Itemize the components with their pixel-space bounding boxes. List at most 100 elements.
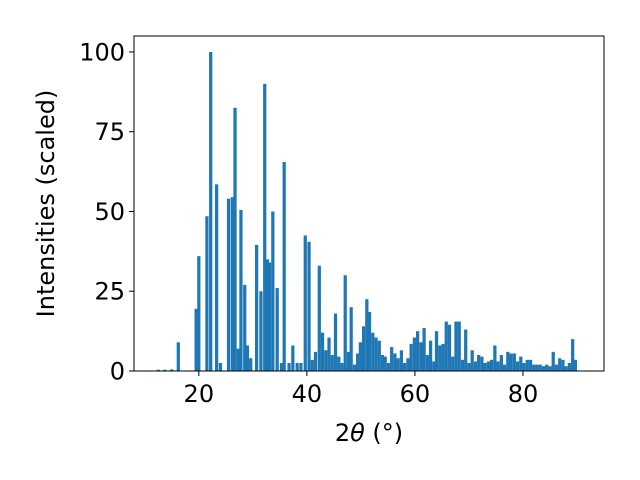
bar-43 <box>343 275 347 371</box>
bar-110 <box>558 358 562 371</box>
bar-85 <box>477 355 481 371</box>
bar-58 <box>390 347 394 371</box>
bar-105 <box>541 366 546 371</box>
bar-111 <box>561 359 565 371</box>
bar-30 <box>299 363 303 371</box>
bar-55 <box>380 355 385 371</box>
bar-44 <box>346 351 351 371</box>
bar-98 <box>519 356 523 371</box>
bar-96 <box>512 353 516 371</box>
x-tick-label-2: 60 <box>400 380 431 408</box>
bar-51 <box>367 311 372 371</box>
bar-80 <box>460 359 465 371</box>
bar-35 <box>317 265 321 371</box>
bar-10 <box>226 198 231 371</box>
bar-33 <box>310 359 314 371</box>
x-axis-label-prefix: 2 <box>335 419 350 447</box>
bar-76 <box>447 324 452 371</box>
bar-29 <box>295 363 299 371</box>
bar-49 <box>361 326 366 371</box>
bar-3 <box>176 342 180 371</box>
bar-74 <box>441 343 445 371</box>
bar-86 <box>480 356 484 371</box>
bar-0 <box>156 369 160 371</box>
bar-62 <box>403 363 407 371</box>
bar-92 <box>499 355 503 371</box>
y-tick-label-2: 50 <box>94 198 125 226</box>
bar-53 <box>374 337 378 371</box>
bar-107 <box>548 366 552 371</box>
bar-114 <box>571 339 575 371</box>
bar-112 <box>564 366 568 371</box>
bar-28 <box>291 345 295 371</box>
bar-41 <box>337 356 341 371</box>
bar-84 <box>473 361 478 371</box>
bar-81 <box>464 329 468 371</box>
bar-83 <box>470 350 474 371</box>
bar-9 <box>218 363 223 371</box>
bar-19 <box>259 291 263 371</box>
bar-13 <box>236 348 240 371</box>
bar-23 <box>271 211 275 371</box>
x-tick-label-0: 20 <box>184 380 215 408</box>
bar-61 <box>399 350 404 371</box>
bar-94 <box>506 351 510 371</box>
bar-82 <box>467 363 471 371</box>
bar-2 <box>170 369 174 371</box>
bar-113 <box>567 363 572 371</box>
bar-64 <box>409 343 413 371</box>
x-axis-label-theta: θ <box>350 419 365 447</box>
bar-72 <box>434 331 439 371</box>
y-tick-label-4: 100 <box>79 38 125 66</box>
bar-47 <box>356 353 360 371</box>
bar-54 <box>377 340 381 371</box>
y-tick-label-0: 0 <box>110 358 125 386</box>
bar-27 <box>287 363 291 371</box>
bar-115 <box>573 359 577 371</box>
y-axis-label: Intensities (scaled) <box>32 90 60 318</box>
bar-39 <box>330 355 334 371</box>
bar-90 <box>493 345 497 371</box>
ticks-layer: 20 40 60 80 0 25 50 75 100 <box>79 38 538 408</box>
bar-99 <box>522 363 526 371</box>
bar-101 <box>528 359 533 371</box>
bar-91 <box>496 361 500 371</box>
bar-42 <box>340 363 344 371</box>
bar-66 <box>416 331 420 371</box>
bar-21 <box>265 259 270 371</box>
bar-52 <box>371 332 375 371</box>
bar-48 <box>358 342 362 371</box>
bar-1 <box>163 369 167 371</box>
bar-37 <box>324 350 328 371</box>
bar-34 <box>313 351 318 371</box>
bar-60 <box>396 358 400 371</box>
bar-102 <box>532 364 536 371</box>
bar-17 <box>249 358 253 371</box>
bar-38 <box>327 337 331 371</box>
bar-46 <box>352 364 357 371</box>
bar-16 <box>245 345 250 371</box>
bar-15 <box>243 284 247 371</box>
bar-69 <box>425 355 429 371</box>
bar-26 <box>282 162 286 371</box>
bar-79 <box>457 321 461 371</box>
bar-73 <box>438 345 442 371</box>
bar-93 <box>502 364 507 371</box>
bar-11 <box>230 197 234 371</box>
bar-7 <box>209 51 213 371</box>
bar-89 <box>490 359 494 371</box>
plot-frame <box>133 35 605 372</box>
bar-18 <box>255 244 259 371</box>
x-tick-label-3: 80 <box>508 380 539 408</box>
bars-layer <box>156 51 577 372</box>
bar-25 <box>279 363 284 371</box>
bar-50 <box>365 299 369 371</box>
bar-40 <box>333 313 338 371</box>
bar-59 <box>393 353 397 371</box>
bar-24 <box>275 288 279 371</box>
bar-36 <box>320 332 325 371</box>
y-tick-label-3: 75 <box>94 118 125 146</box>
y-tick-label-1: 25 <box>94 278 125 306</box>
bar-70 <box>428 340 433 371</box>
